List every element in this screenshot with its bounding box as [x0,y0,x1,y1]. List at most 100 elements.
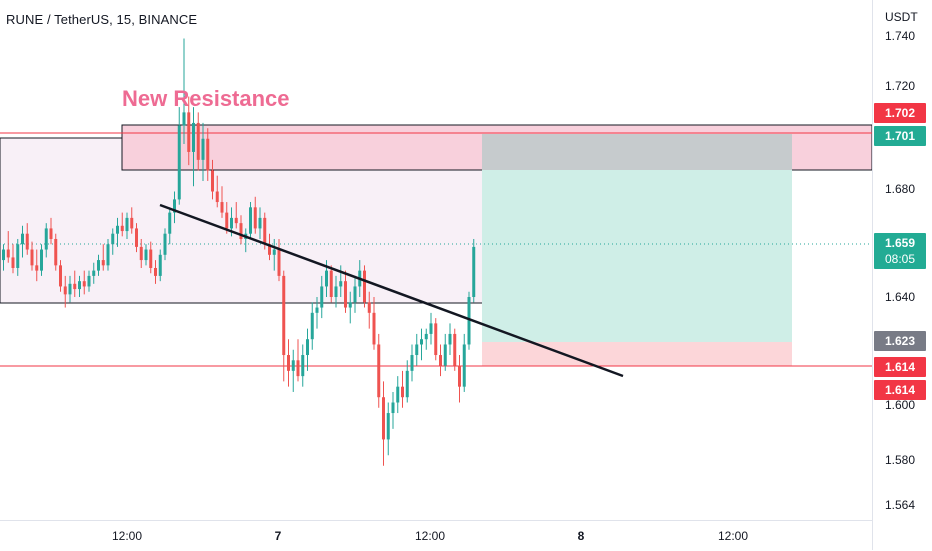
bar-countdown: 08:05 [884,252,916,266]
candle-body [429,323,433,334]
candle-body [320,286,324,308]
candle-body [268,244,271,255]
candle-body [230,217,233,229]
candle-body [348,302,352,308]
candle-body [2,249,5,261]
candle-body [44,228,48,250]
candle-body [78,281,81,290]
candle-body [415,344,419,356]
price-tick: 1.580 [885,453,916,467]
position-target-overlap[interactable] [482,134,792,170]
candle-body [49,228,53,239]
candle-body [6,249,10,258]
current-price-value: 1.659 [884,236,916,250]
candle-body [168,212,172,234]
candle-body [130,217,134,229]
candle-body [163,233,167,255]
candle-body [253,207,257,229]
candle-body [458,365,461,387]
candle-body [467,297,471,345]
candle-body [287,355,290,371]
candle-body [154,267,157,276]
candle-body [382,397,385,440]
candle-body [462,344,466,387]
candle-body [339,281,343,287]
time-tick-day: 7 [274,529,282,543]
time-axis[interactable]: 12:00 7 12:00 8 12:00 [0,520,872,551]
candle-body [448,333,452,345]
candle-body [424,333,428,340]
symbol-title[interactable]: RUNE / TetherUS, 15, BINANCE [6,12,198,27]
candle-body [211,170,214,192]
time-tick: 12:00 [111,529,143,543]
price-label-red: 1.702 [874,103,926,123]
candle-body [301,355,305,377]
candle-body [30,249,34,266]
time-tick: 12:00 [414,529,446,543]
candle-body [125,217,129,232]
position-loss-zone[interactable] [482,342,792,366]
candle-body [329,270,333,297]
price-tick: 1.720 [885,79,916,93]
price-tick: 1.740 [885,29,916,43]
price-tick: 1.680 [885,182,916,196]
candle-body [192,122,195,152]
chart-area[interactable]: RUNE / TetherUS, 15, BINANCE New Resista… [0,0,873,520]
candle-body [120,225,124,232]
candle-body [325,270,328,287]
candle-body [315,307,319,313]
candle-body [11,257,15,268]
candle-body [196,122,200,160]
candle-body [111,233,115,245]
candle-body [144,249,148,261]
price-tick: 1.600 [885,398,916,412]
price-chart[interactable] [0,0,873,520]
candle-body [73,283,77,290]
candles-group [2,38,476,466]
candle-body [68,283,72,295]
candle-body [135,228,138,247]
candle-body [344,281,347,308]
price-tick: 1.640 [885,290,916,304]
candle-body [391,402,395,414]
candle-body [215,191,219,203]
candle-body [410,355,414,371]
candle-body [173,199,176,213]
candle-body [377,344,381,398]
candle-body [206,138,210,171]
candle-body [401,386,404,398]
candle-body [296,360,300,377]
candle-body [282,275,286,356]
candle-body [187,112,191,152]
candle-body [92,270,96,276]
price-label-green: 1.701 [874,126,926,146]
candle-body [386,413,390,440]
candle-body [249,207,252,234]
candle-body [182,112,186,126]
time-tick: 12:00 [717,529,749,543]
candle-body [158,254,162,276]
candle-body [97,260,100,271]
price-axis[interactable]: USDT 1.740 1.720 1.680 1.640 1.600 1.580… [872,0,932,550]
candle-body [101,260,105,266]
candle-body [21,233,24,245]
candle-body [59,265,62,287]
candle-body [420,339,423,345]
candle-body [258,217,262,229]
new-resistance-label[interactable]: New Resistance [122,86,290,111]
candle-body [87,275,91,287]
candle-body [263,217,267,245]
candle-body [220,202,224,213]
candle-body [149,249,153,268]
candle-body [16,244,20,268]
candle-body [363,270,366,303]
candle-body [443,344,447,366]
candle-body [82,281,86,287]
candle-body [472,246,476,297]
price-label-red: 1.614 [874,380,926,400]
candle-body [439,355,442,366]
candle-body [396,386,400,403]
candle-body [177,125,181,200]
trendline[interactable] [159,203,624,378]
candle-body [272,249,276,255]
